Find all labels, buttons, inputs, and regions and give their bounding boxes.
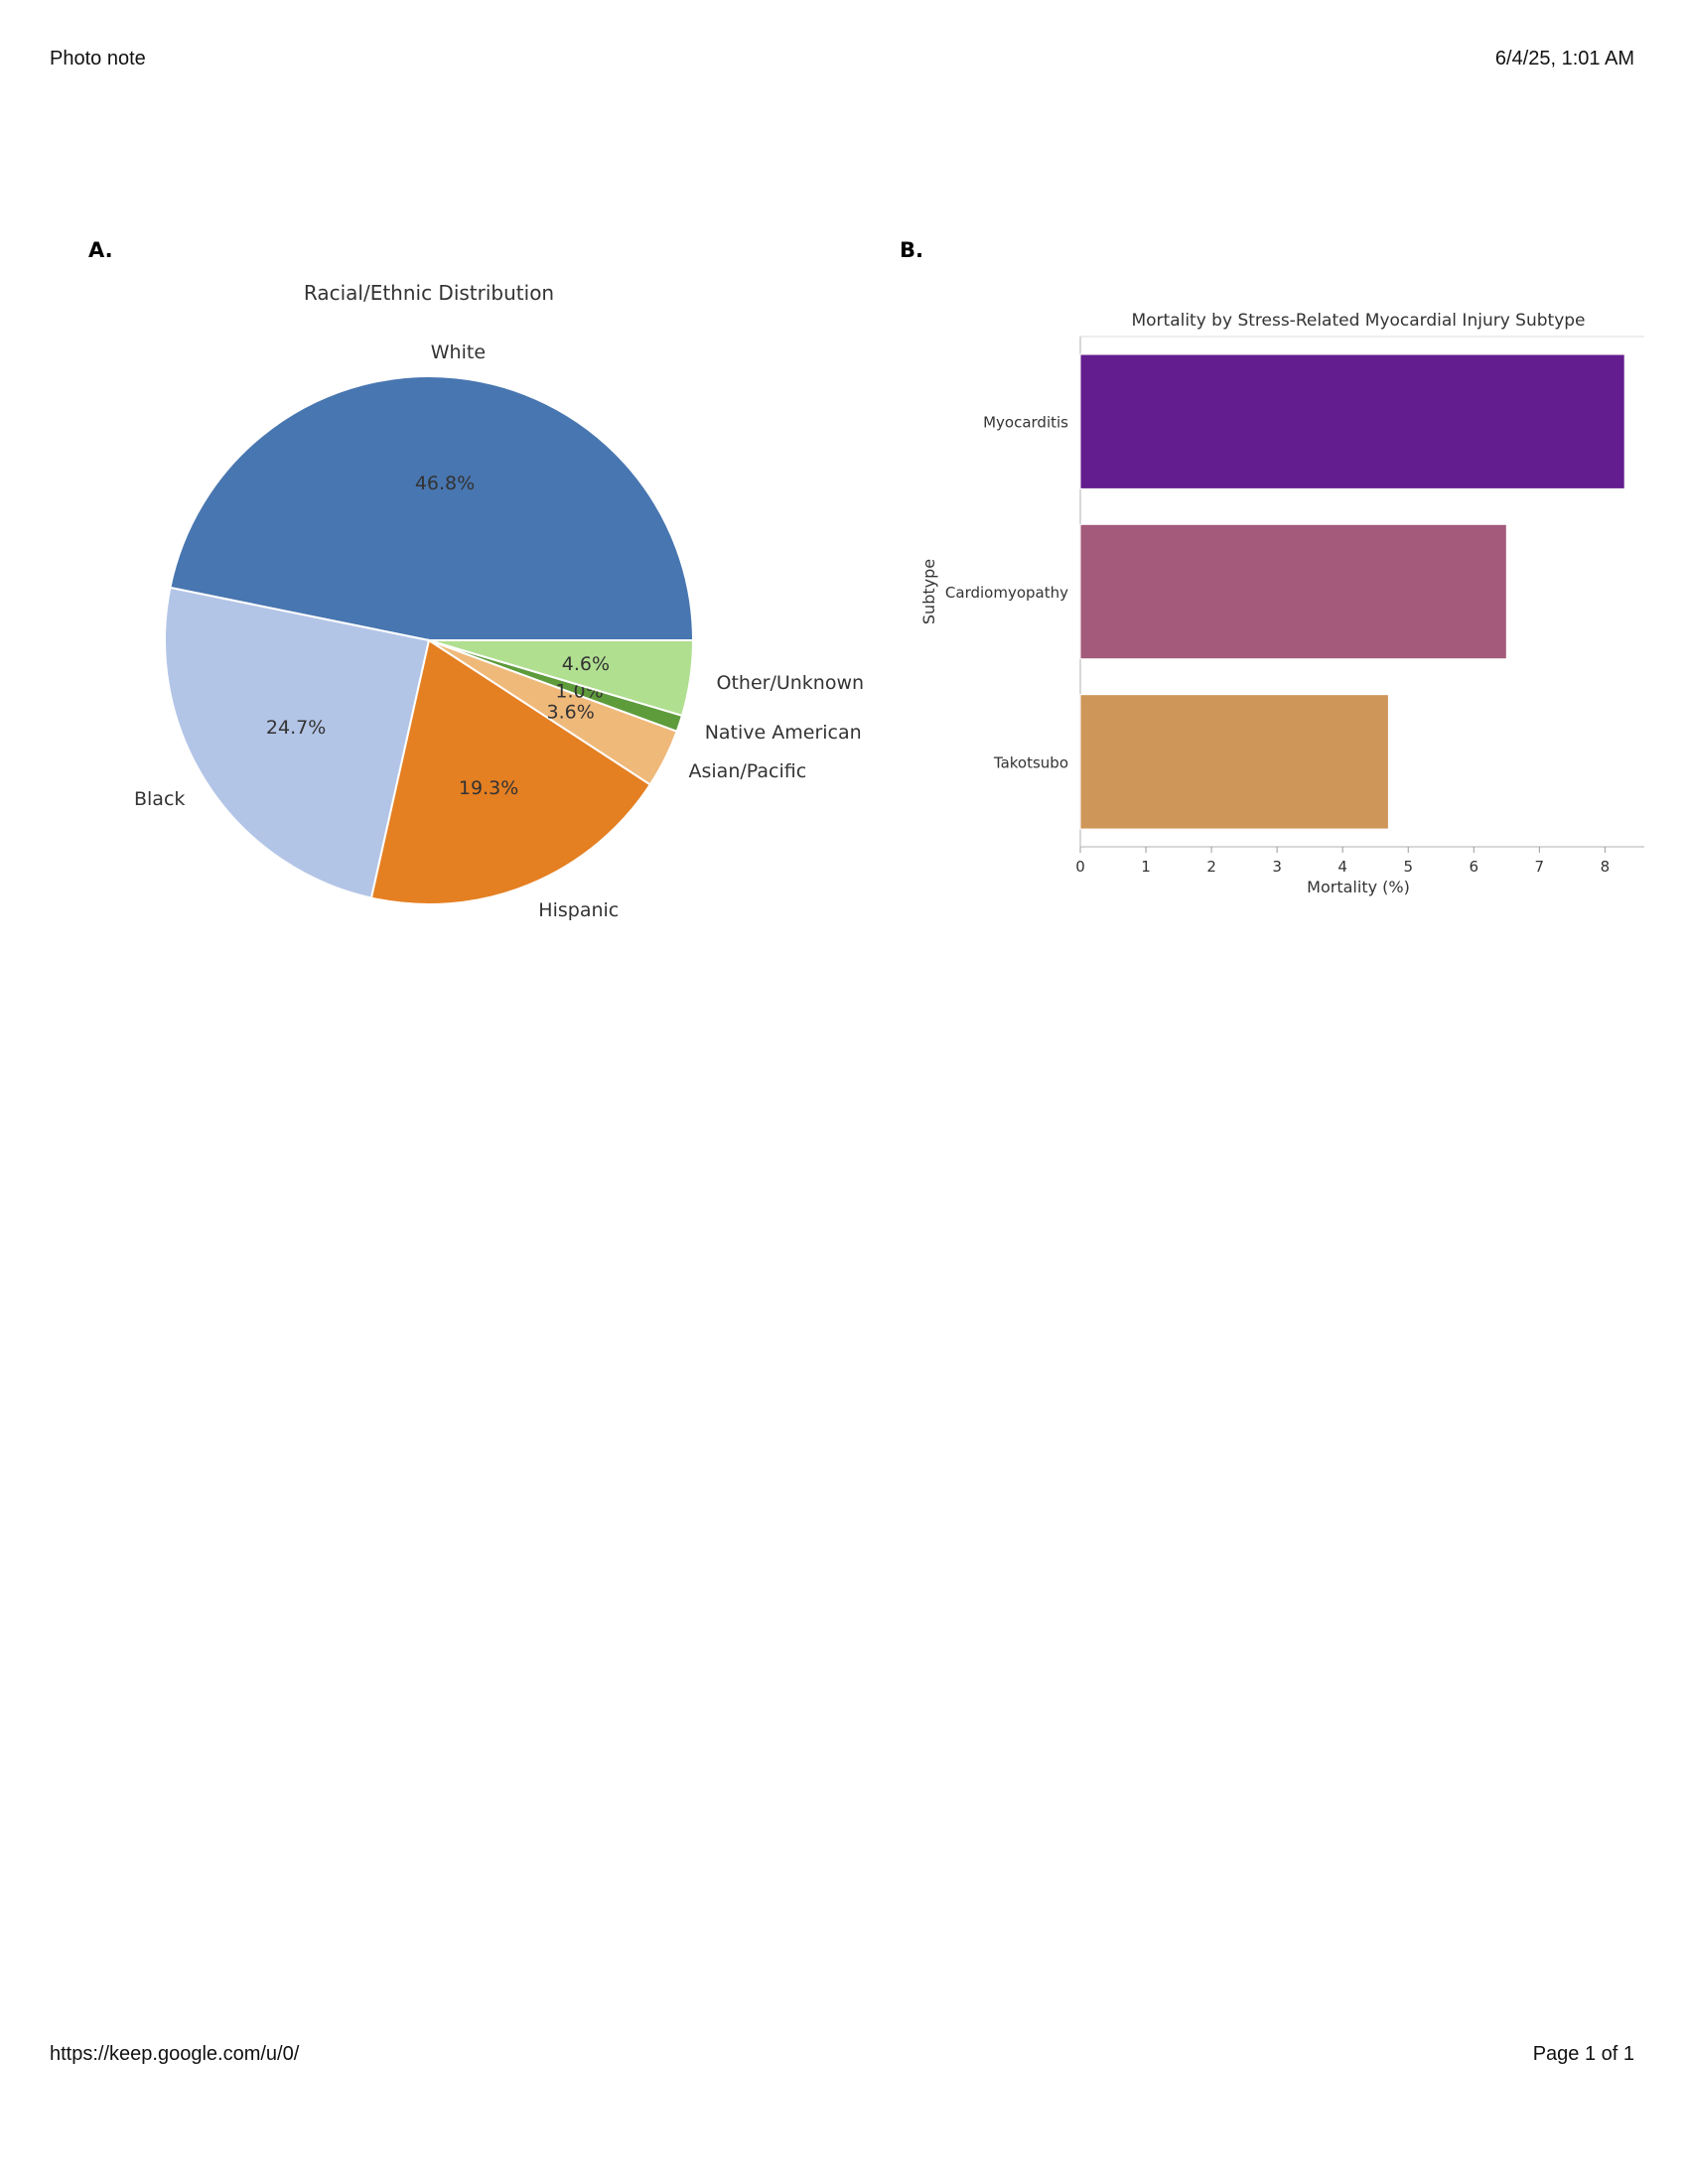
pie-pct-label-black: 24.7%	[266, 717, 326, 739]
bar-chart-x-tick-label: 0	[1075, 858, 1085, 876]
bar-chart-x-tick-label: 2	[1206, 858, 1216, 876]
pie-pct-label-white: 46.8%	[415, 473, 475, 494]
pie-category-label-other-unknown: Other/Unknown	[717, 672, 865, 694]
bar-chart-x-tick-label: 7	[1535, 858, 1545, 876]
bar-chart-x-tick-label: 3	[1272, 858, 1282, 876]
pie-slice-white	[169, 375, 695, 641]
pie-category-label-hispanic: Hispanic	[538, 899, 619, 921]
bar-cardiomyopathy	[1079, 523, 1507, 660]
print-footer-url: https://keep.google.com/u/0/	[50, 2043, 300, 2065]
bar-chart-y-axis-label: Subtype	[919, 559, 938, 624]
bar-chart-x-tick-label: 5	[1403, 858, 1413, 876]
pie-pct-label-asian-pacific: 3.6%	[547, 702, 595, 724]
figure-canvas: Racial/Ethnic Distribution 46.8%White24.…	[134, 281, 1644, 921]
pie-slice-other-unknown	[428, 639, 695, 718]
bar-takotsubo	[1079, 694, 1389, 830]
pie-pct-label-other-unknown: 4.6%	[562, 653, 610, 675]
bar-chart-x-tick-label: 4	[1337, 858, 1347, 876]
pie-category-label-asian-pacific: Asian/Pacific	[689, 760, 807, 782]
pie-slice-black	[164, 586, 431, 899]
print-header-title: Photo note	[50, 48, 146, 69]
bar-chart-x-tick-label: 6	[1470, 858, 1479, 876]
bar-chart-x-tick-label: 1	[1141, 858, 1151, 876]
bar-myocarditis	[1079, 353, 1625, 489]
pie-chart: Racial/Ethnic Distribution 46.8% White 24.…	[134, 281, 864, 921]
bar-category-label-cardiomyopathy: Cardiomyopathy	[945, 584, 1068, 602]
panel-label-b: B.	[900, 238, 923, 262]
pie-slice-hispanic	[369, 638, 652, 905]
bar-category-label-takotsubo: Takotsubo	[993, 753, 1068, 771]
print-header-timestamp: 6/4/25, 1:01 AM	[1494, 48, 1634, 69]
bar-chart-x-axis-label: Mortality (%)	[1307, 878, 1410, 896]
pie-category-label-black: Black	[134, 788, 185, 810]
pie-chart-title: Racial/Ethnic Distribution	[304, 281, 554, 305]
pie-category-label-native-american: Native American	[705, 722, 862, 744]
bar-category-label-myocarditis: Myocarditis	[983, 414, 1068, 432]
pie-pct-label-hispanic: 19.3%	[459, 777, 518, 799]
print-footer-page-number: Page 1 of 1	[1532, 2043, 1634, 2065]
bar-chart: Mortality by Stress-Related Myocardial I…	[919, 311, 1644, 896]
panel-label-a: A.	[88, 238, 113, 262]
pie-category-label-white: White	[431, 341, 486, 363]
bar-chart-x-tick-label: 8	[1601, 858, 1611, 876]
bar-chart-title: Mortality by Stress-Related Myocardial I…	[1131, 311, 1585, 331]
